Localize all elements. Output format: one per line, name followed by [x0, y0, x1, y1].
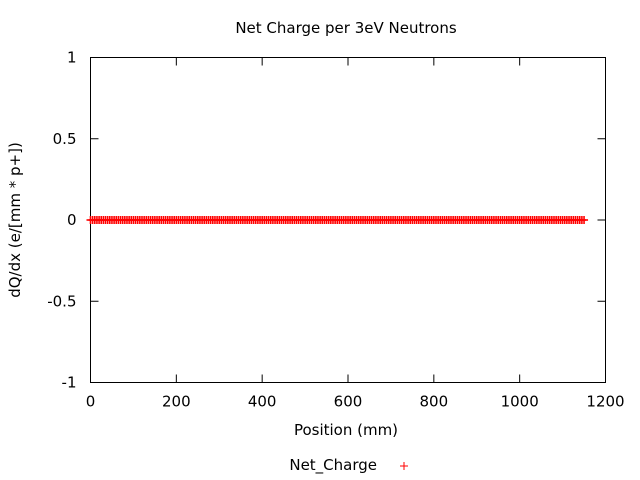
- x-tick-label: 600: [334, 393, 363, 411]
- legend: Net_Charge: [289, 456, 408, 475]
- x-tick-label: 800: [420, 393, 449, 411]
- y-tick: 0.5: [53, 130, 606, 148]
- y-tick-label: 0.5: [53, 130, 77, 148]
- x-tick: 1200: [586, 57, 625, 411]
- x-tick: 200: [162, 57, 191, 411]
- x-axis-ticks: 0 200 400 600 800 1000 1200: [86, 57, 625, 411]
- y-tick-label: 1: [67, 49, 77, 67]
- y-tick: -0.5: [47, 292, 606, 310]
- x-tick-label: 0: [86, 393, 96, 411]
- x-tick-label: 400: [248, 393, 277, 411]
- x-tick: 400: [248, 57, 277, 411]
- x-tick: 600: [334, 57, 363, 411]
- y-axis-ticks: 1 0.5 0 -0.5 -1: [47, 49, 606, 392]
- y-tick: 1: [67, 49, 606, 67]
- x-tick: 800: [420, 57, 449, 411]
- y-axis-label: dQ/dx (e/[mm * p+]): [6, 142, 24, 298]
- x-axis-label: Position (mm): [294, 421, 398, 439]
- y-tick-label: -0.5: [47, 292, 76, 310]
- x-tick-label: 1000: [501, 393, 539, 411]
- legend-label-net-charge: Net_Charge: [289, 456, 377, 475]
- y-tick: -1: [62, 374, 606, 392]
- y-tick-label: 0: [67, 211, 77, 229]
- x-tick: 0: [86, 57, 96, 411]
- x-tick: 1000: [501, 57, 539, 411]
- chart-title: Net Charge per 3eV Neutrons: [235, 19, 457, 37]
- x-tick-label: 1200: [586, 393, 624, 411]
- legend-marker-net-charge: [400, 462, 408, 470]
- series-net-charge: [86, 216, 589, 224]
- x-tick-label: 200: [162, 393, 191, 411]
- y-tick-label: -1: [62, 374, 77, 392]
- data-point: [580, 216, 589, 224]
